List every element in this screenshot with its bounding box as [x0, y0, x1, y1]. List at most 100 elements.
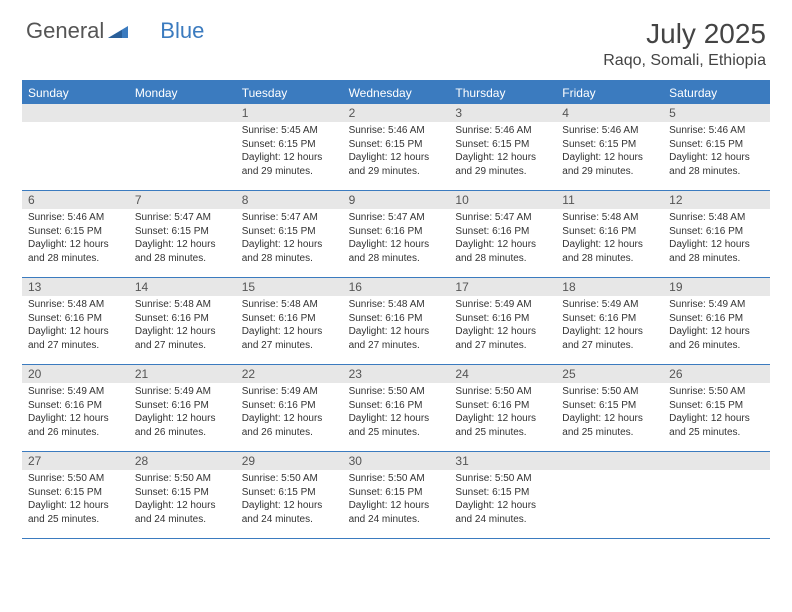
day-header-cell: Monday	[129, 82, 236, 104]
day-details: Sunrise: 5:46 AMSunset: 6:15 PMDaylight:…	[449, 122, 556, 182]
day-details: Sunrise: 5:49 AMSunset: 6:16 PMDaylight:…	[236, 383, 343, 443]
day-number: 16	[343, 278, 450, 296]
day-cell: 2Sunrise: 5:46 AMSunset: 6:15 PMDaylight…	[343, 104, 450, 190]
logo-text-1: General	[26, 18, 104, 44]
day-cell: 13Sunrise: 5:48 AMSunset: 6:16 PMDayligh…	[22, 278, 129, 364]
day-number: 23	[343, 365, 450, 383]
logo: General Blue	[26, 18, 204, 44]
day-details: Sunrise: 5:47 AMSunset: 6:16 PMDaylight:…	[343, 209, 450, 269]
day-details: Sunrise: 5:50 AMSunset: 6:15 PMDaylight:…	[129, 470, 236, 530]
day-number: 5	[663, 104, 770, 122]
day-number: 13	[22, 278, 129, 296]
day-cell: 26Sunrise: 5:50 AMSunset: 6:15 PMDayligh…	[663, 365, 770, 451]
day-details: Sunrise: 5:49 AMSunset: 6:16 PMDaylight:…	[22, 383, 129, 443]
day-number: 3	[449, 104, 556, 122]
day-number: 7	[129, 191, 236, 209]
day-details: Sunrise: 5:50 AMSunset: 6:15 PMDaylight:…	[22, 470, 129, 530]
title-block: July 2025 Raqo, Somali, Ethiopia	[603, 18, 766, 70]
day-number: 2	[343, 104, 450, 122]
week-row: 27Sunrise: 5:50 AMSunset: 6:15 PMDayligh…	[22, 452, 770, 539]
day-cell: 6Sunrise: 5:46 AMSunset: 6:15 PMDaylight…	[22, 191, 129, 277]
location: Raqo, Somali, Ethiopia	[603, 52, 766, 70]
day-number: 11	[556, 191, 663, 209]
day-number: 21	[129, 365, 236, 383]
day-number: 25	[556, 365, 663, 383]
day-details: Sunrise: 5:50 AMSunset: 6:15 PMDaylight:…	[449, 470, 556, 530]
day-number: 15	[236, 278, 343, 296]
day-cell: 7Sunrise: 5:47 AMSunset: 6:15 PMDaylight…	[129, 191, 236, 277]
day-number: 8	[236, 191, 343, 209]
day-number: 20	[22, 365, 129, 383]
day-details: Sunrise: 5:47 AMSunset: 6:15 PMDaylight:…	[236, 209, 343, 269]
day-header-row: SundayMondayTuesdayWednesdayThursdayFrid…	[22, 82, 770, 104]
day-number: 17	[449, 278, 556, 296]
day-details: Sunrise: 5:47 AMSunset: 6:15 PMDaylight:…	[129, 209, 236, 269]
day-number: 1	[236, 104, 343, 122]
day-cell: 15Sunrise: 5:48 AMSunset: 6:16 PMDayligh…	[236, 278, 343, 364]
day-number: 31	[449, 452, 556, 470]
day-details: Sunrise: 5:50 AMSunset: 6:15 PMDaylight:…	[556, 383, 663, 443]
day-header-cell: Saturday	[663, 82, 770, 104]
day-number: 10	[449, 191, 556, 209]
day-number: 6	[22, 191, 129, 209]
day-cell	[22, 104, 129, 190]
day-number: 18	[556, 278, 663, 296]
week-row: 20Sunrise: 5:49 AMSunset: 6:16 PMDayligh…	[22, 365, 770, 452]
day-details: Sunrise: 5:49 AMSunset: 6:16 PMDaylight:…	[663, 296, 770, 356]
day-cell: 27Sunrise: 5:50 AMSunset: 6:15 PMDayligh…	[22, 452, 129, 538]
day-cell: 9Sunrise: 5:47 AMSunset: 6:16 PMDaylight…	[343, 191, 450, 277]
day-header-cell: Sunday	[22, 82, 129, 104]
day-number: 12	[663, 191, 770, 209]
day-cell: 23Sunrise: 5:50 AMSunset: 6:16 PMDayligh…	[343, 365, 450, 451]
day-number: 14	[129, 278, 236, 296]
day-details: Sunrise: 5:46 AMSunset: 6:15 PMDaylight:…	[22, 209, 129, 269]
header: General Blue July 2025 Raqo, Somali, Eth…	[0, 0, 792, 76]
day-details: Sunrise: 5:50 AMSunset: 6:16 PMDaylight:…	[343, 383, 450, 443]
day-details: Sunrise: 5:49 AMSunset: 6:16 PMDaylight:…	[556, 296, 663, 356]
day-details: Sunrise: 5:48 AMSunset: 6:16 PMDaylight:…	[22, 296, 129, 356]
day-cell: 22Sunrise: 5:49 AMSunset: 6:16 PMDayligh…	[236, 365, 343, 451]
day-number	[663, 452, 770, 470]
day-number: 26	[663, 365, 770, 383]
month-title: July 2025	[603, 18, 766, 50]
day-cell: 18Sunrise: 5:49 AMSunset: 6:16 PMDayligh…	[556, 278, 663, 364]
day-details: Sunrise: 5:50 AMSunset: 6:15 PMDaylight:…	[663, 383, 770, 443]
day-number: 29	[236, 452, 343, 470]
day-cell: 29Sunrise: 5:50 AMSunset: 6:15 PMDayligh…	[236, 452, 343, 538]
day-cell: 4Sunrise: 5:46 AMSunset: 6:15 PMDaylight…	[556, 104, 663, 190]
day-details: Sunrise: 5:45 AMSunset: 6:15 PMDaylight:…	[236, 122, 343, 182]
day-cell: 8Sunrise: 5:47 AMSunset: 6:15 PMDaylight…	[236, 191, 343, 277]
day-details: Sunrise: 5:46 AMSunset: 6:15 PMDaylight:…	[556, 122, 663, 182]
day-number: 24	[449, 365, 556, 383]
day-cell	[663, 452, 770, 538]
day-cell: 14Sunrise: 5:48 AMSunset: 6:16 PMDayligh…	[129, 278, 236, 364]
day-cell: 1Sunrise: 5:45 AMSunset: 6:15 PMDaylight…	[236, 104, 343, 190]
day-details: Sunrise: 5:50 AMSunset: 6:15 PMDaylight:…	[236, 470, 343, 530]
day-cell: 10Sunrise: 5:47 AMSunset: 6:16 PMDayligh…	[449, 191, 556, 277]
day-number: 30	[343, 452, 450, 470]
day-cell: 24Sunrise: 5:50 AMSunset: 6:16 PMDayligh…	[449, 365, 556, 451]
day-cell	[129, 104, 236, 190]
day-cell: 31Sunrise: 5:50 AMSunset: 6:15 PMDayligh…	[449, 452, 556, 538]
day-cell: 30Sunrise: 5:50 AMSunset: 6:15 PMDayligh…	[343, 452, 450, 538]
day-number: 4	[556, 104, 663, 122]
day-cell: 25Sunrise: 5:50 AMSunset: 6:15 PMDayligh…	[556, 365, 663, 451]
week-row: 13Sunrise: 5:48 AMSunset: 6:16 PMDayligh…	[22, 278, 770, 365]
day-cell: 3Sunrise: 5:46 AMSunset: 6:15 PMDaylight…	[449, 104, 556, 190]
logo-text-2: Blue	[160, 18, 204, 44]
day-header-cell: Wednesday	[343, 82, 450, 104]
week-row: 6Sunrise: 5:46 AMSunset: 6:15 PMDaylight…	[22, 191, 770, 278]
day-number	[22, 104, 129, 122]
day-cell: 16Sunrise: 5:48 AMSunset: 6:16 PMDayligh…	[343, 278, 450, 364]
calendar-body: 1Sunrise: 5:45 AMSunset: 6:15 PMDaylight…	[22, 104, 770, 539]
day-number	[129, 104, 236, 122]
day-number	[556, 452, 663, 470]
calendar: SundayMondayTuesdayWednesdayThursdayFrid…	[22, 80, 770, 539]
day-details: Sunrise: 5:46 AMSunset: 6:15 PMDaylight:…	[343, 122, 450, 182]
day-cell: 20Sunrise: 5:49 AMSunset: 6:16 PMDayligh…	[22, 365, 129, 451]
day-details: Sunrise: 5:48 AMSunset: 6:16 PMDaylight:…	[236, 296, 343, 356]
day-cell: 28Sunrise: 5:50 AMSunset: 6:15 PMDayligh…	[129, 452, 236, 538]
day-details: Sunrise: 5:48 AMSunset: 6:16 PMDaylight:…	[556, 209, 663, 269]
day-number: 19	[663, 278, 770, 296]
day-cell	[556, 452, 663, 538]
